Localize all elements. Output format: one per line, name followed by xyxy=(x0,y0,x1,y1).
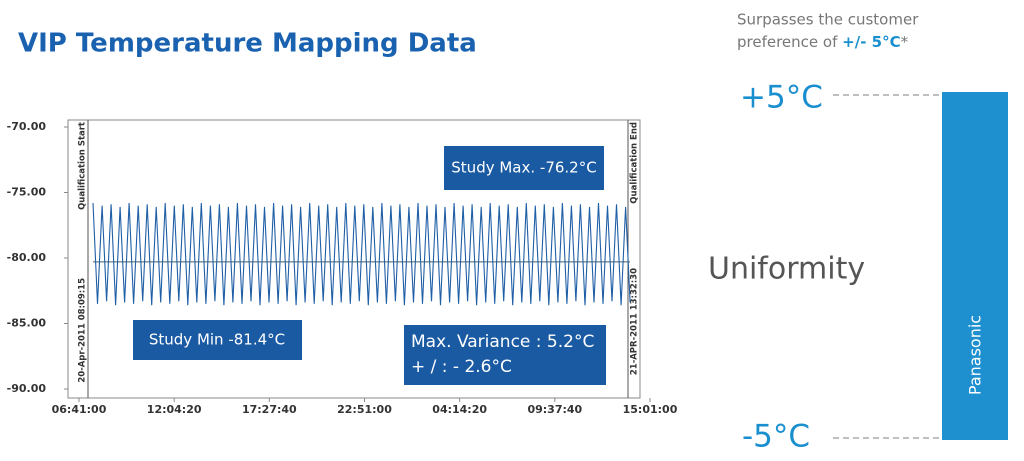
x-tick-label: 06:41:00 xyxy=(52,403,107,416)
bar-label: Panasonic xyxy=(966,315,985,395)
max-label: Study Max. -76.2°C xyxy=(451,159,596,177)
y-tick-label: -75.00 xyxy=(7,186,47,199)
max-box xyxy=(444,146,604,190)
end-title: Qualification End xyxy=(630,122,640,204)
lower-limit: -5°C xyxy=(742,419,810,455)
end-date: 21-APR-2011 13:32:30 xyxy=(630,268,640,375)
y-tick-label: -80.00 xyxy=(7,251,47,264)
upper-limit: +5°C xyxy=(740,80,823,116)
note-suffix: * xyxy=(901,33,909,51)
y-tick-label: -70.00 xyxy=(7,120,47,133)
min-box xyxy=(133,320,302,360)
x-tick-label: 12:04:20 xyxy=(147,403,202,416)
min-label: Study Min -81.4°C xyxy=(149,331,285,349)
start-date: 20-Apr-2011 08:09:15 xyxy=(78,278,88,383)
x-tick-label: 15:01:00 xyxy=(623,403,678,416)
x-tick-label: 09:37:40 xyxy=(527,403,582,416)
variance-half: + / : - 2.6°C xyxy=(411,357,512,377)
y-tick-label: -90.00 xyxy=(7,382,47,395)
uniformity-bar xyxy=(942,92,1008,440)
slide-title: VIP Temperature Mapping Data xyxy=(18,29,477,59)
y-tick-label: -85.00 xyxy=(7,317,47,330)
x-tick-label: 04:14:20 xyxy=(432,403,487,416)
note-line: Surpasses the customer xyxy=(737,11,919,29)
note-text: preference of xyxy=(737,33,842,51)
variance-box xyxy=(404,325,606,385)
x-tick-label: 17:27:40 xyxy=(242,403,297,416)
note-highlight: +/- 5°C xyxy=(842,33,900,51)
x-tick-label: 22:51:00 xyxy=(337,403,392,416)
data-line xyxy=(92,202,631,306)
uniformity-label: Uniformity xyxy=(708,252,865,287)
plot: -70.00 -75.00 -80.00 -85.00 -90.00 06:41:00 12… xyxy=(7,120,678,416)
start-title: Qualification Start xyxy=(78,122,88,210)
variance-label: Max. Variance : 5.2°C xyxy=(411,332,594,352)
note-line: preference of +/- 5°C* xyxy=(737,33,909,51)
